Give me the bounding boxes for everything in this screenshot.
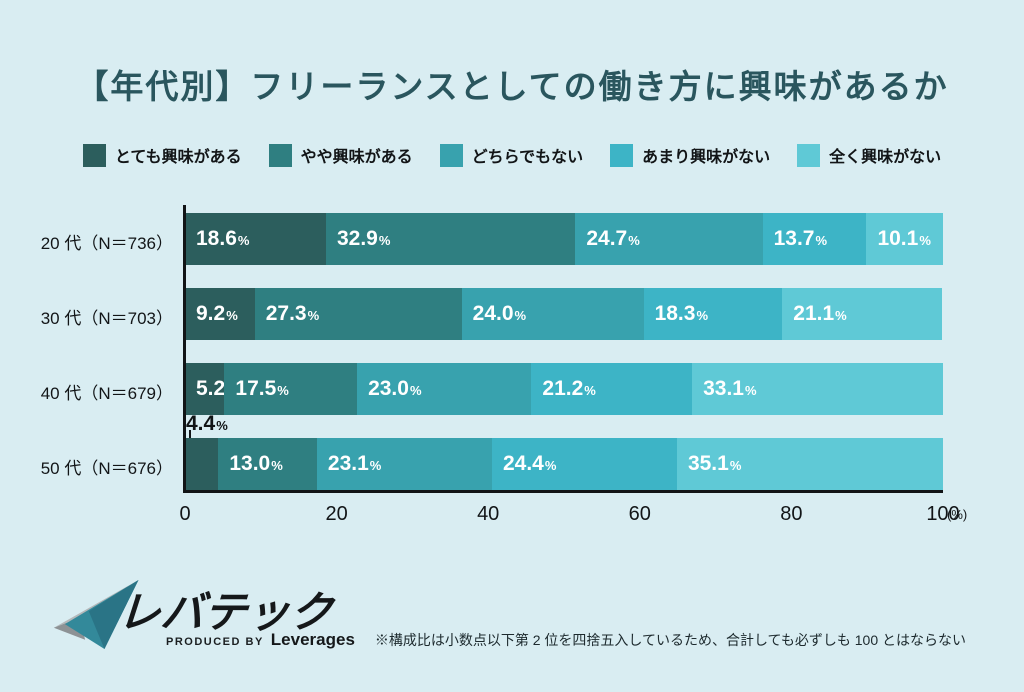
bar-value-label: 21.1% <box>793 302 847 325</box>
bar-segment <box>185 438 219 490</box>
legend-item: 全く興味がない <box>797 143 941 167</box>
legend-label: 全く興味がない <box>829 149 942 166</box>
bar-value-label: 32.9% <box>336 227 391 250</box>
bar-segment: 24.4% <box>491 438 677 490</box>
bar-segment: 23.1% <box>316 438 492 490</box>
x-axis-line <box>183 490 943 493</box>
bar-segment: 13.7% <box>762 213 867 265</box>
bar-row: 30 代（N＝703） 9.2% 27.3% 24.0% 18.3% 21.1% <box>41 288 943 340</box>
category-label: 50 代（N＝676） <box>40 459 173 478</box>
x-tick-label: 20 <box>325 503 348 525</box>
logo-byline-company: Leverages <box>270 630 355 649</box>
bar-value-label: 13.7% <box>773 227 828 250</box>
chart-title: 【年代別】フリーランスとしての働き方に興味があるか <box>75 68 949 105</box>
bar-value-label: 18.3% <box>654 302 709 325</box>
legend-swatch <box>797 143 821 167</box>
bar-value-label: 10.1% <box>877 227 931 250</box>
legend-swatch <box>439 143 463 167</box>
bar-value-label: 13.0% <box>229 452 283 475</box>
logo-byline-prefix: PRODUCED BY <box>166 636 264 648</box>
bar-value-label: 24.0% <box>472 302 527 325</box>
logo-mark-icon <box>53 579 139 649</box>
bar-value-label: 24.4% <box>502 452 557 475</box>
legend-item: とても興味がある <box>82 143 242 167</box>
bar-row: 20 代（N＝736） 18.6% 32.9% 24.7% 13.7% 10.1% <box>41 213 943 265</box>
bar-value-label: 33.1% <box>703 377 757 400</box>
bar-value-label: 24.7% <box>586 227 640 250</box>
levtech-logo: レバテック PRODUCED BY Leverages <box>52 574 355 654</box>
bar-segment: 32.9% <box>325 213 576 265</box>
legend-item: やや興味がある <box>268 143 413 167</box>
logo-byline: PRODUCED BY Leverages <box>166 630 355 650</box>
legend-label: とても興味がある <box>114 149 242 166</box>
bar-segment: 10.1% <box>866 213 943 265</box>
bar-segment: 18.6% <box>185 213 326 265</box>
legend-item: どちらでもない <box>439 143 584 167</box>
x-tick-label: 60 <box>628 503 651 525</box>
chart-plot-area: 20 代（N＝736） 18.6% 32.9% 24.7% 13.7% 10.1% 30 代… <box>41 213 943 490</box>
bar-segment: 18.3% <box>643 288 783 340</box>
x-tick-label: 80 <box>780 503 803 525</box>
bar-value-label: 18.6% <box>196 227 250 250</box>
outside-label-tick <box>189 430 191 439</box>
category-label: 20 代（N＝736） <box>40 234 173 253</box>
bar-segment: 23.0% <box>357 363 532 415</box>
legend-item: あまり興味がない <box>610 143 770 167</box>
legend-swatch <box>82 143 106 167</box>
x-axis-unit-label: (%) <box>947 507 968 522</box>
legend-swatch <box>610 143 634 167</box>
bar-value-label: 17.5% <box>235 377 289 400</box>
legend-swatch <box>268 143 292 167</box>
legend-label: あまり興味がない <box>642 149 771 166</box>
bar-segment: 24.7% <box>575 213 763 265</box>
bar-row: 40 代（N＝679） 5.2%17.5% 23.0% 21.2% 33.1% <box>41 363 943 415</box>
x-tick-label: 0 <box>179 503 191 525</box>
bar-row: 50 代（N＝676） 4.4% 13.0% 23.1% 24.4% 35.1% <box>41 413 943 490</box>
bar-segment: 5.2% <box>185 363 238 415</box>
bar-value-label: 21.2% <box>542 377 596 400</box>
bar-segment: 21.2% <box>531 363 693 415</box>
bar-segment: 17.5% <box>224 363 358 415</box>
legend-label: どちらでもない <box>471 149 584 166</box>
bar-value-label: 9.2% <box>196 302 238 325</box>
y-axis-line <box>183 205 186 493</box>
bar-value-label: 4.4% <box>186 412 228 435</box>
bar-value-label: 27.3% <box>265 302 320 325</box>
bar-value-label: 35.1% <box>687 452 742 475</box>
bar-value-label: 23.1% <box>327 452 382 475</box>
bar-value-label: 23.0% <box>368 377 422 400</box>
x-tick-label: 40 <box>477 503 500 525</box>
legend: とても興味がある やや興味がある どちらでもない あまり興味がない 全く興味がない <box>0 143 1024 167</box>
bar-segment: 33.1% <box>692 363 943 415</box>
legend-label: やや興味がある <box>300 149 413 166</box>
bar-segment: 13.0% <box>218 438 317 490</box>
footnote: ※構成比は小数点以下第 2 位を四捨五入しているため、合計しても必ずしも 100… <box>374 632 966 648</box>
category-label: 30 代（N＝703） <box>40 309 173 328</box>
bar-segment: 35.1% <box>676 438 943 490</box>
category-label: 40 代（N＝679） <box>40 384 173 403</box>
bar-segment: 9.2% <box>185 288 255 340</box>
bar-segment: 27.3% <box>254 288 462 340</box>
bar-segment: 24.0% <box>461 288 644 340</box>
x-tick-label: 100 <box>926 503 960 525</box>
bar-segment: 21.1% <box>782 288 943 340</box>
